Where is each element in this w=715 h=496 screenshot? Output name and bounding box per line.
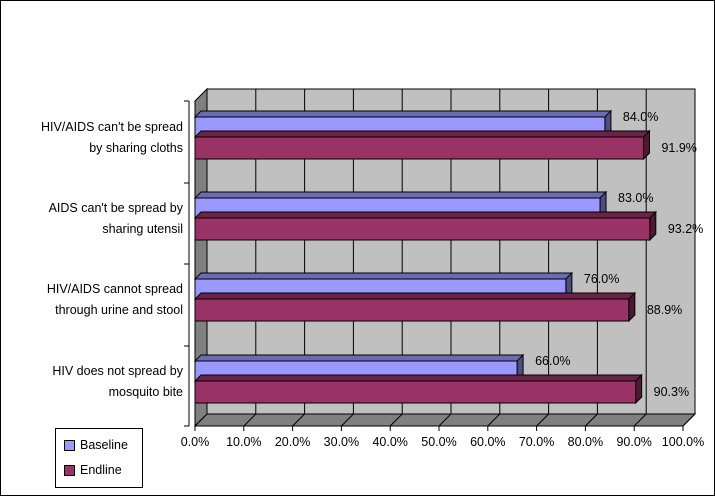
x-tick-label: 90.0% [616,435,651,449]
data-label-endline: 90.3% [654,385,689,399]
data-label-baseline: 76.0% [584,272,619,286]
x-tick-label: 10.0% [226,435,261,449]
legend: Baseline Endline [55,428,143,488]
x-tick-label: 80.0% [568,435,603,449]
category-label: AIDS can't be spread by [49,201,184,215]
x-tick-label: 40.0% [372,435,407,449]
bar-endline [195,293,635,321]
bar-endline-front [195,218,650,240]
legend-item-endline: Endline [64,462,122,478]
x-tick-label: 20.0% [275,435,310,449]
data-label-baseline: 66.0% [535,354,570,368]
bar-endline-top [195,293,635,299]
category-label: mosquito bite [109,385,183,399]
legend-item-baseline: Baseline [64,437,128,453]
x-tick-label: 30.0% [324,435,359,449]
legend-swatch-baseline [64,440,75,451]
category-label: by sharing cloths [89,141,183,155]
data-label-endline: 88.9% [647,303,682,317]
bar-baseline-top [195,355,523,361]
bar-endline-front [195,137,643,159]
x-tick-label: 100.0% [662,435,704,449]
category-label: HIV does not spread by [52,364,183,378]
category-label: HIV/AIDS cannot spread [47,282,183,296]
bar-baseline-top [195,111,611,117]
bar-endline [195,375,642,403]
bar-endline-front [195,299,629,321]
category-label: through urine and stool [55,303,183,317]
bar-endline-front [195,381,636,403]
data-label-endline: 91.9% [661,141,696,155]
data-label-endline: 93.2% [668,222,703,236]
bar-endline-top [195,131,649,137]
bar-endline-top [195,375,642,381]
x-tick-label: 50.0% [421,435,456,449]
category-label: sharing utensil [102,222,183,236]
data-label-baseline: 84.0% [623,110,658,124]
legend-swatch-endline [64,465,75,476]
x-tick-label: 0.0% [181,435,210,449]
category-label: HIV/AIDS can't be spread [41,120,183,134]
x-tick-label: 60.0% [470,435,505,449]
legend-label-baseline: Baseline [80,438,128,452]
bar-baseline-top [195,192,606,198]
bar-baseline-top [195,273,572,279]
bar-endline [195,131,649,159]
legend-label-endline: Endline [80,463,122,477]
x-tick-label: 70.0% [519,435,554,449]
bar-endline [195,212,656,240]
bar-endline-top [195,212,656,218]
data-label-baseline: 83.0% [618,191,653,205]
